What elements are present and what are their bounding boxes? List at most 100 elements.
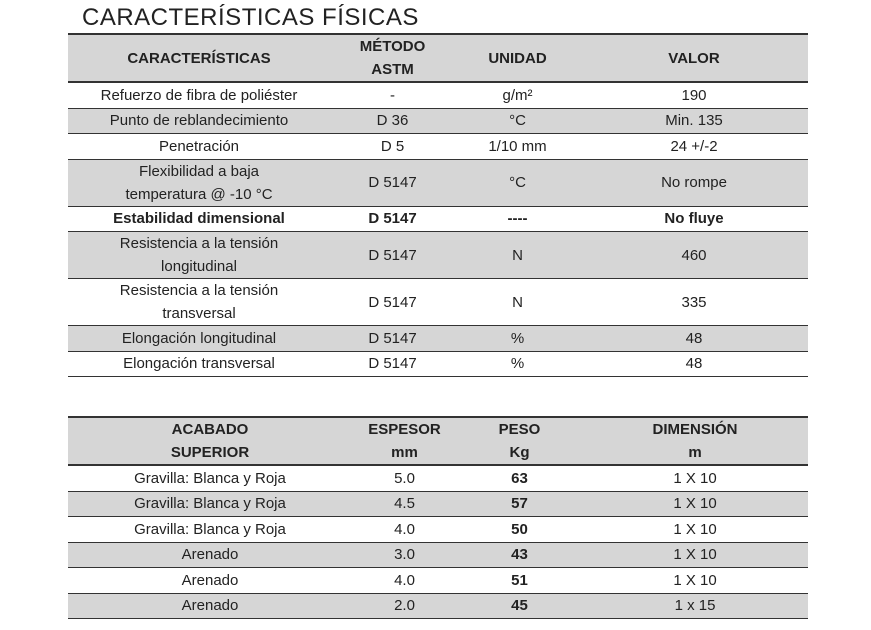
header-line: MÉTODO (359, 38, 426, 55)
cell-text: D 5147 (368, 355, 417, 373)
cell: - (330, 82, 455, 109)
cell: 3.0 (352, 542, 457, 568)
cell-text: 48 (685, 329, 703, 347)
cell: No fluye (580, 206, 808, 232)
header-line: ASTM (371, 61, 414, 78)
row: Refuerzo de fibra de poliéster - g/m² 190 (68, 82, 808, 109)
cell: 24 +/-2 (580, 133, 808, 160)
cell-text: D 5147 (368, 293, 417, 311)
header-line: DIMENSIÓN (652, 421, 738, 438)
cell: ---- (455, 206, 580, 232)
cell-text: 1 X 10 (673, 571, 717, 589)
cell: 48 (580, 351, 808, 377)
header-cell: PESO Kg (457, 416, 582, 466)
row: Flexibilidad a baja temperatura @ -10 °C… (68, 159, 808, 207)
cell: 45 (457, 593, 582, 619)
header-cell: ESPESOR mm (352, 416, 457, 466)
row: Elongación longitudinal D 5147% 48 (68, 325, 808, 352)
cell: 460 (580, 231, 808, 279)
cell: 335 (580, 278, 808, 326)
header-cell: ACABADO SUPERIOR (68, 416, 352, 466)
cell: 1 X 10 (582, 542, 808, 568)
cell-text: D 5147 (368, 210, 417, 228)
cell: Elongación longitudinal (68, 325, 330, 352)
cell-text: 24 +/-2 (670, 137, 718, 155)
cell-text: 2.0 (394, 597, 415, 615)
cell-text: No fluye (664, 210, 724, 228)
cell: 4.5 (352, 491, 457, 517)
cell: Gravilla: Blanca y Roja (68, 491, 352, 517)
header-cell: UNIDAD (455, 33, 580, 83)
cell-text: Arenado (181, 546, 239, 564)
cell-text: Penetración (158, 137, 240, 155)
cell: Arenado (68, 542, 352, 568)
cell: 5.0 (352, 465, 457, 492)
cell: 1 X 10 (582, 516, 808, 543)
cell-text: Resistencia a la tensión transversal (119, 282, 279, 322)
cell-text: D 5147 (368, 329, 417, 347)
row: Punto de reblandecimiento D 36 °C Min. 135 (68, 108, 808, 134)
cell: 1 x 15 (582, 593, 808, 619)
cell: °C (455, 108, 580, 134)
cell: D 5147 (330, 231, 455, 279)
row: Elongación transversal D 5147% 48 (68, 351, 808, 377)
cell: Arenado (68, 593, 352, 619)
cell: 51 (457, 567, 582, 594)
cell: 2.0 (352, 593, 457, 619)
cell: Gravilla: Blanca y Roja (68, 465, 352, 492)
cell: Flexibilidad a baja temperatura @ -10 °C (68, 159, 330, 207)
cell-text: 3.0 (394, 546, 415, 564)
cell: 48 (580, 325, 808, 352)
cell-text: g/m² (502, 86, 533, 104)
cell: N (455, 278, 580, 326)
cell: 4.0 (352, 567, 457, 594)
row: Arenado 3.0 43 1 X 10 (68, 542, 808, 568)
cell-text: Elongación transversal (123, 355, 275, 373)
cell: g/m² (455, 82, 580, 109)
cell-text: 51 (511, 571, 528, 589)
cell: D 5 (330, 133, 455, 160)
cell-text: Estabilidad dimensional (113, 210, 285, 228)
cell-text: Punto de reblandecimiento (109, 112, 289, 130)
cell-text: °C (509, 112, 526, 130)
cell: 63 (457, 465, 582, 492)
row: Gravilla: Blanca y Roja 5.0 63 1 X 10 (68, 465, 808, 492)
cell-text: 1 x 15 (674, 597, 716, 615)
header-cell: MÉTODO ASTM (330, 33, 455, 83)
row: Estabilidad dimensional D 5147 ---- No fluy… (68, 206, 808, 232)
cell: °C (455, 159, 580, 207)
cell-text: ---- (507, 210, 528, 228)
cell-text: 4.0 (394, 520, 415, 538)
cell: Punto de reblandecimiento (68, 108, 330, 134)
cell: 1/10 mm (455, 133, 580, 160)
cell: D 5147 (330, 206, 455, 232)
cell-text: 50 (511, 520, 528, 538)
cell-text: 1 X 10 (673, 546, 717, 564)
cell: D 5147 (330, 159, 455, 207)
row: Resistencia a la tensión longitudinal D 5… (68, 231, 808, 279)
cell-text: °C (509, 174, 526, 191)
cell: Resistencia a la tensión longitudinal (68, 231, 330, 279)
cell-text: 48 (685, 355, 703, 373)
cell: Refuerzo de fibra de poliéster (68, 82, 330, 109)
header-line: PESO (498, 421, 541, 438)
header-line: Kg (509, 444, 530, 461)
cell: Elongación transversal (68, 351, 330, 377)
row: Gravilla: Blanca y Roja 4.5 57 1 X 10 (68, 491, 808, 517)
cell-text: % (510, 355, 525, 373)
cell-text: Flexibilidad a baja temperatura @ -10 °C (125, 162, 273, 203)
cell-text: 335 (681, 293, 707, 311)
header-line: SUPERIOR (170, 444, 250, 461)
cell: Penetración (68, 133, 330, 160)
cell: Gravilla: Blanca y Roja (68, 516, 352, 543)
header-line: CARACTERÍSTICAS (127, 49, 271, 67)
cell-text: 190 (681, 86, 707, 104)
header-line: ESPESOR (368, 421, 441, 438)
header-line: VALOR (668, 49, 720, 67)
cell-text: N (512, 246, 523, 264)
cell: 190 (580, 82, 808, 109)
cell: N (455, 231, 580, 279)
cell-text: Arenado (181, 597, 239, 615)
cell-text: 5.0 (394, 469, 415, 487)
